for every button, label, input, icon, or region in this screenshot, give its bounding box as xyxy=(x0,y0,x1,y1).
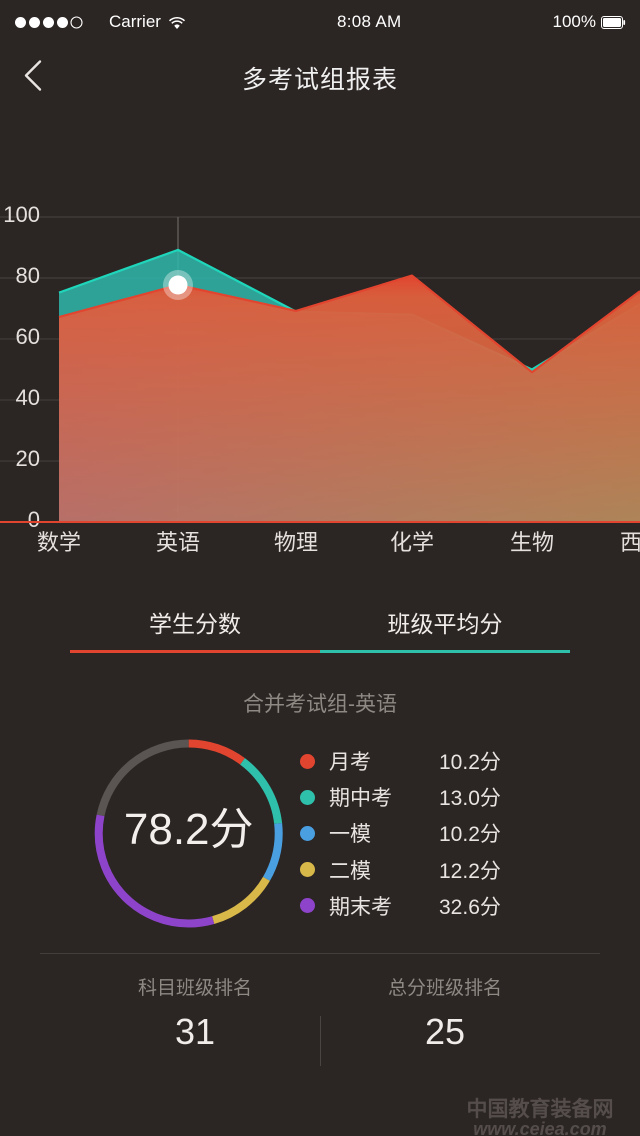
svg-text:物理: 物理 xyxy=(274,530,318,555)
svg-text:80: 80 xyxy=(16,263,40,288)
svg-text:英语: 英语 xyxy=(156,530,200,555)
svg-text:数学: 数学 xyxy=(37,530,81,555)
svg-text:化学: 化学 xyxy=(390,530,434,555)
svg-text:西班牙语: 西班牙语 xyxy=(620,530,640,555)
svg-text:40: 40 xyxy=(16,385,40,410)
svg-text:20: 20 xyxy=(16,446,40,471)
svg-text:78.2分: 78.2分 xyxy=(124,805,254,854)
svg-text:60: 60 xyxy=(16,324,40,349)
svg-text:100: 100 xyxy=(3,202,40,227)
svg-text:生物: 生物 xyxy=(510,530,554,555)
svg-text:0: 0 xyxy=(28,507,40,532)
